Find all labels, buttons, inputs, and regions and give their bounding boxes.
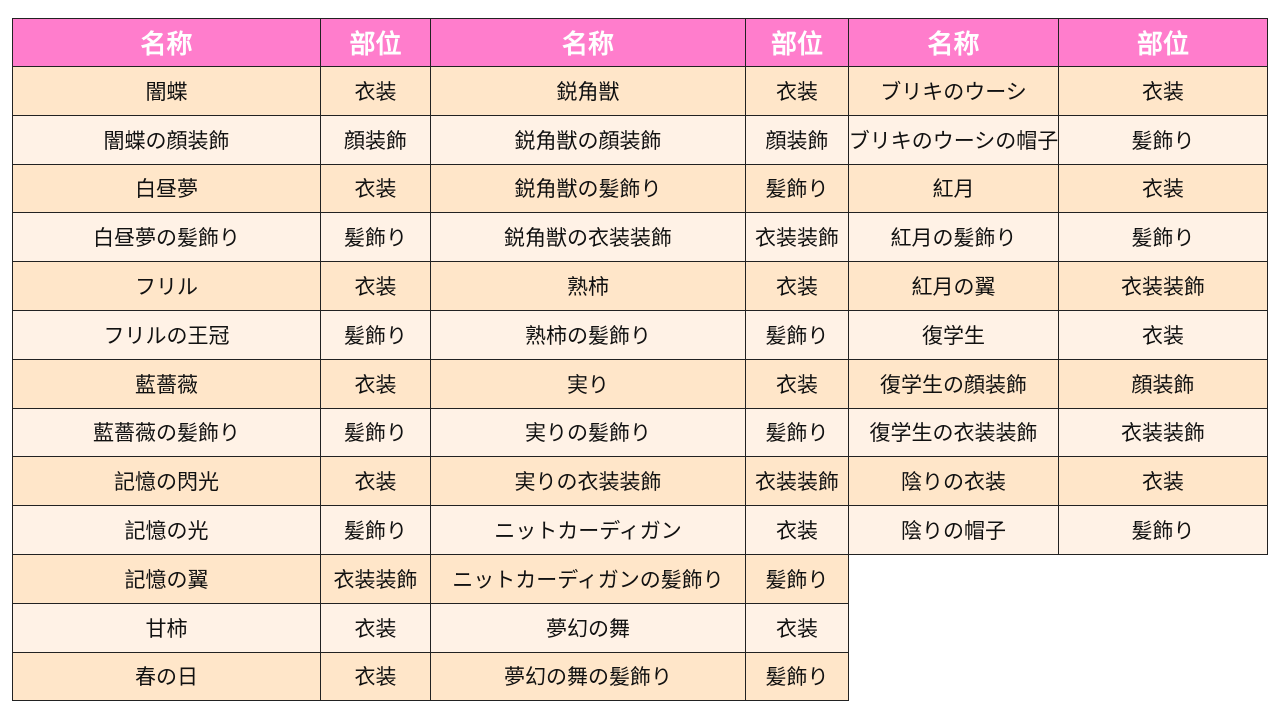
item-part-cell: 衣装: [1059, 311, 1268, 360]
item-name-cell: フリルの王冠: [12, 311, 321, 360]
item-part-cell: 衣装: [321, 603, 431, 653]
item-part-cell: 衣装: [746, 603, 849, 653]
item-part-cell: 髪飾り: [1059, 213, 1268, 263]
item-name-cell: 復学生: [849, 311, 1059, 360]
item-name-cell: 藍薔薇の髪飾り: [12, 408, 321, 458]
item-part-cell: 衣装: [321, 262, 431, 311]
header-name: 名称: [849, 18, 1059, 67]
item-name-cell: 鋭角獣: [431, 67, 746, 116]
item-part-cell: 髪飾り: [1059, 115, 1268, 165]
item-part-cell: 髪飾り: [746, 652, 849, 702]
item-name-cell: 紅月: [849, 164, 1059, 214]
item-part-cell: 髪飾り: [746, 164, 849, 214]
header-name: 名称: [431, 18, 746, 67]
item-name-cell: 藍薔薇: [12, 359, 321, 409]
item-part-cell: 衣装装飾: [1059, 408, 1268, 458]
item-part-cell: 衣装装飾: [1059, 262, 1268, 311]
item-part-cell: 髪飾り: [746, 408, 849, 458]
header-name: 名称: [12, 18, 321, 67]
item-name-cell: 陰りの帽子: [849, 506, 1059, 555]
item-name-cell: 記憶の光: [12, 506, 321, 555]
item-name-cell: 春の日: [12, 652, 321, 702]
item-name-cell: 鋭角獣の衣装装飾: [431, 213, 746, 263]
item-name-cell: 鋭角獣の顔装飾: [431, 115, 746, 165]
item-part-cell: 顔装飾: [1059, 359, 1268, 409]
item-name-cell: 記憶の閃光: [12, 457, 321, 507]
item-name-cell: 白昼夢の髪飾り: [12, 213, 321, 263]
item-name-cell: 復学生の衣装装飾: [849, 408, 1059, 458]
item-name-cell: ニットカーディガンの髪飾り: [431, 555, 746, 604]
header-part: 部位: [1059, 18, 1268, 67]
item-name-cell: 甘柿: [12, 603, 321, 653]
item-part-cell: 髪飾り: [321, 311, 431, 360]
item-name-cell: 記憶の翼: [12, 555, 321, 604]
item-name-cell: フリル: [12, 262, 321, 311]
item-part-cell: 髪飾り: [321, 408, 431, 458]
item-name-cell: 紅月の髪飾り: [849, 213, 1059, 263]
item-name-cell: 闇蝶: [12, 67, 321, 116]
item-name-cell: 実りの髪飾り: [431, 408, 746, 458]
item-part-cell: 衣装: [321, 652, 431, 702]
item-part-cell: 衣装: [1059, 457, 1268, 507]
item-part-cell: 顔装飾: [746, 115, 849, 165]
item-name-cell: 実りの衣装装飾: [431, 457, 746, 507]
item-part-cell: 髪飾り: [1059, 506, 1268, 555]
item-part-cell: 衣装: [1059, 67, 1268, 116]
item-name-cell: ブリキのウーシの帽子: [849, 115, 1059, 165]
item-name-cell: 紅月の翼: [849, 262, 1059, 311]
item-part-cell: 髪飾り: [746, 311, 849, 360]
item-name-cell: 陰りの衣装: [849, 457, 1059, 507]
item-name-cell: 熟柿: [431, 262, 746, 311]
item-name-cell: 復学生の顔装飾: [849, 359, 1059, 409]
item-part-cell: 衣装: [1059, 164, 1268, 214]
item-name-cell: 実り: [431, 359, 746, 409]
item-name-cell: 鋭角獣の髪飾り: [431, 164, 746, 214]
item-part-cell: 衣装装飾: [746, 213, 849, 263]
item-part-cell: 衣装: [321, 164, 431, 214]
item-name-cell: ニットカーディガン: [431, 506, 746, 555]
item-name-cell: 夢幻の舞の髪飾り: [431, 652, 746, 702]
item-part-cell: 衣装: [746, 67, 849, 116]
item-name-cell: 熟柿の髪飾り: [431, 311, 746, 360]
item-name-cell: ブリキのウーシ: [849, 67, 1059, 116]
item-part-cell: 髪飾り: [321, 506, 431, 555]
header-part: 部位: [746, 18, 849, 67]
item-part-cell: 衣装: [321, 67, 431, 116]
item-part-cell: 衣装: [321, 457, 431, 507]
item-part-cell: 衣装装飾: [746, 457, 849, 507]
item-part-cell: 衣装装飾: [321, 555, 431, 604]
item-part-cell: 衣装: [746, 262, 849, 311]
item-name-cell: 白昼夢: [12, 164, 321, 214]
item-part-cell: 衣装: [321, 359, 431, 409]
item-part-cell: 髪飾り: [321, 213, 431, 263]
header-part: 部位: [321, 18, 431, 67]
item-part-cell: 髪飾り: [746, 555, 849, 604]
item-part-cell: 衣装: [746, 359, 849, 409]
item-name-cell: 闇蝶の顔装飾: [12, 115, 321, 165]
item-part-cell: 顔装飾: [321, 115, 431, 165]
item-part-cell: 衣装: [746, 506, 849, 555]
item-name-cell: 夢幻の舞: [431, 603, 746, 653]
